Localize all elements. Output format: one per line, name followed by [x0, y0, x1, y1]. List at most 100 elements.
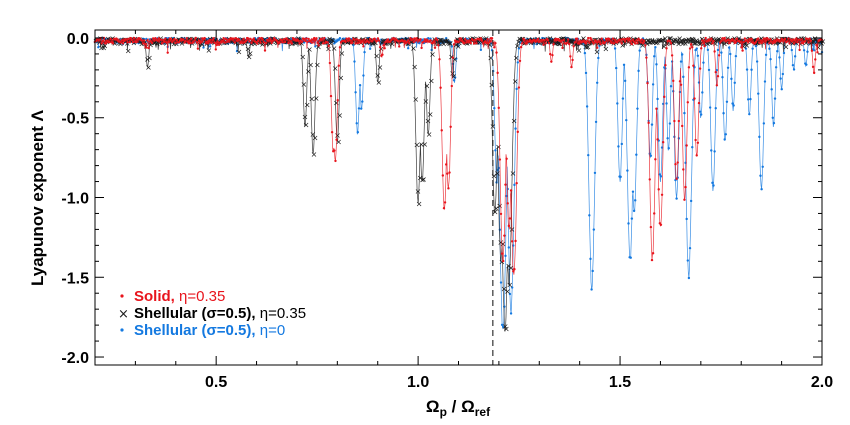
- series-point: [345, 37, 348, 40]
- series-point: [348, 39, 352, 42]
- series-point: ×: [428, 76, 435, 85]
- series-point: ×: [285, 36, 292, 45]
- series-point: ×: [502, 322, 509, 331]
- series-point: ×: [580, 34, 587, 43]
- series-point: [806, 50, 809, 53]
- series-point: [750, 68, 753, 71]
- series-point: [783, 37, 787, 41]
- series-point: [653, 55, 656, 58]
- series-point: [584, 42, 588, 45]
- series-point: [677, 119, 681, 123]
- series-point: [761, 40, 764, 43]
- series-point: [269, 39, 272, 43]
- series-point: [720, 39, 723, 43]
- series-point: [141, 42, 145, 45]
- series-point: ×: [426, 130, 433, 139]
- series-point: ×: [417, 174, 424, 183]
- series-point: ×: [622, 39, 629, 48]
- series-point: [327, 44, 330, 48]
- series-point: [263, 37, 267, 41]
- series-point: [495, 51, 498, 54]
- series-point: [216, 41, 220, 44]
- series-point: [684, 185, 687, 189]
- series-point: [515, 87, 518, 91]
- series-point: [691, 146, 694, 149]
- series-point: ×: [447, 39, 454, 48]
- series-point: ×: [553, 38, 560, 47]
- series-point: [177, 41, 181, 44]
- series-point: [552, 42, 555, 46]
- series-point: [209, 45, 212, 48]
- series-point: ×: [389, 39, 396, 48]
- series-point: ×: [692, 39, 699, 48]
- series-point: ×: [452, 55, 459, 64]
- series-point: [460, 39, 464, 42]
- series-point: ×: [793, 39, 800, 48]
- series-point: ×: [321, 36, 328, 45]
- series-point: [543, 38, 546, 42]
- series-point: [767, 38, 770, 41]
- series-point: [698, 67, 702, 70]
- series-point: [771, 42, 774, 45]
- series-point: ×: [450, 72, 457, 81]
- series-point: [329, 94, 333, 98]
- series-point: ×: [117, 39, 124, 48]
- series-point: ×: [138, 39, 145, 48]
- series-point: ×: [674, 37, 681, 46]
- series-point: [516, 130, 519, 134]
- series-point: [798, 48, 801, 52]
- series-point: [637, 69, 640, 73]
- series-point: [786, 40, 789, 43]
- series-point: ×: [594, 47, 601, 56]
- series-point: [714, 70, 717, 74]
- series-point: [188, 41, 192, 45]
- series-point: ×: [496, 201, 503, 210]
- series-point: [572, 45, 575, 48]
- series-point: [541, 38, 544, 42]
- series-point: ×: [304, 100, 311, 109]
- series-point: [677, 137, 681, 140]
- series-point: [499, 281, 503, 284]
- series-point: [506, 187, 509, 191]
- series-point: ×: [646, 38, 653, 47]
- series-point: [685, 217, 688, 221]
- series-point: ×: [318, 38, 325, 47]
- series-point: ×: [487, 53, 494, 62]
- series-point: ×: [445, 38, 452, 47]
- series-point: ×: [811, 38, 818, 47]
- series-point: [748, 112, 751, 116]
- series-point: ×: [812, 34, 819, 43]
- series-point: ×: [694, 37, 701, 46]
- series-point: [362, 74, 365, 77]
- series-point: ×: [150, 37, 157, 46]
- legend-marker-shellular-035: ×: [118, 307, 129, 322]
- series-point: ×: [146, 53, 153, 62]
- series-point: [252, 37, 256, 40]
- series-point: [485, 41, 488, 45]
- series-point: [338, 46, 342, 49]
- series-point: [264, 41, 268, 45]
- series-point: [745, 68, 749, 71]
- series-point: [724, 133, 728, 136]
- series-point: [808, 37, 811, 40]
- series-point: ×: [185, 34, 192, 43]
- series-point: [812, 71, 816, 75]
- series-point: ×: [497, 238, 504, 247]
- series-point: ×: [419, 175, 426, 184]
- series-point: [674, 163, 677, 166]
- series-point: ×: [261, 35, 268, 44]
- series-point: ×: [673, 36, 680, 45]
- series-point: ×: [330, 36, 337, 45]
- series-point: [200, 40, 203, 43]
- series-point: [536, 37, 540, 41]
- series-point: [723, 36, 726, 40]
- series-point: [623, 40, 627, 43]
- series-point: ×: [422, 97, 429, 106]
- series-point: [594, 41, 598, 44]
- series-point: [645, 56, 648, 59]
- series-point: ×: [481, 37, 488, 46]
- series-point: ×: [675, 40, 682, 49]
- series-point: [165, 41, 168, 44]
- series-point: ×: [334, 131, 341, 140]
- series-point: [608, 37, 611, 41]
